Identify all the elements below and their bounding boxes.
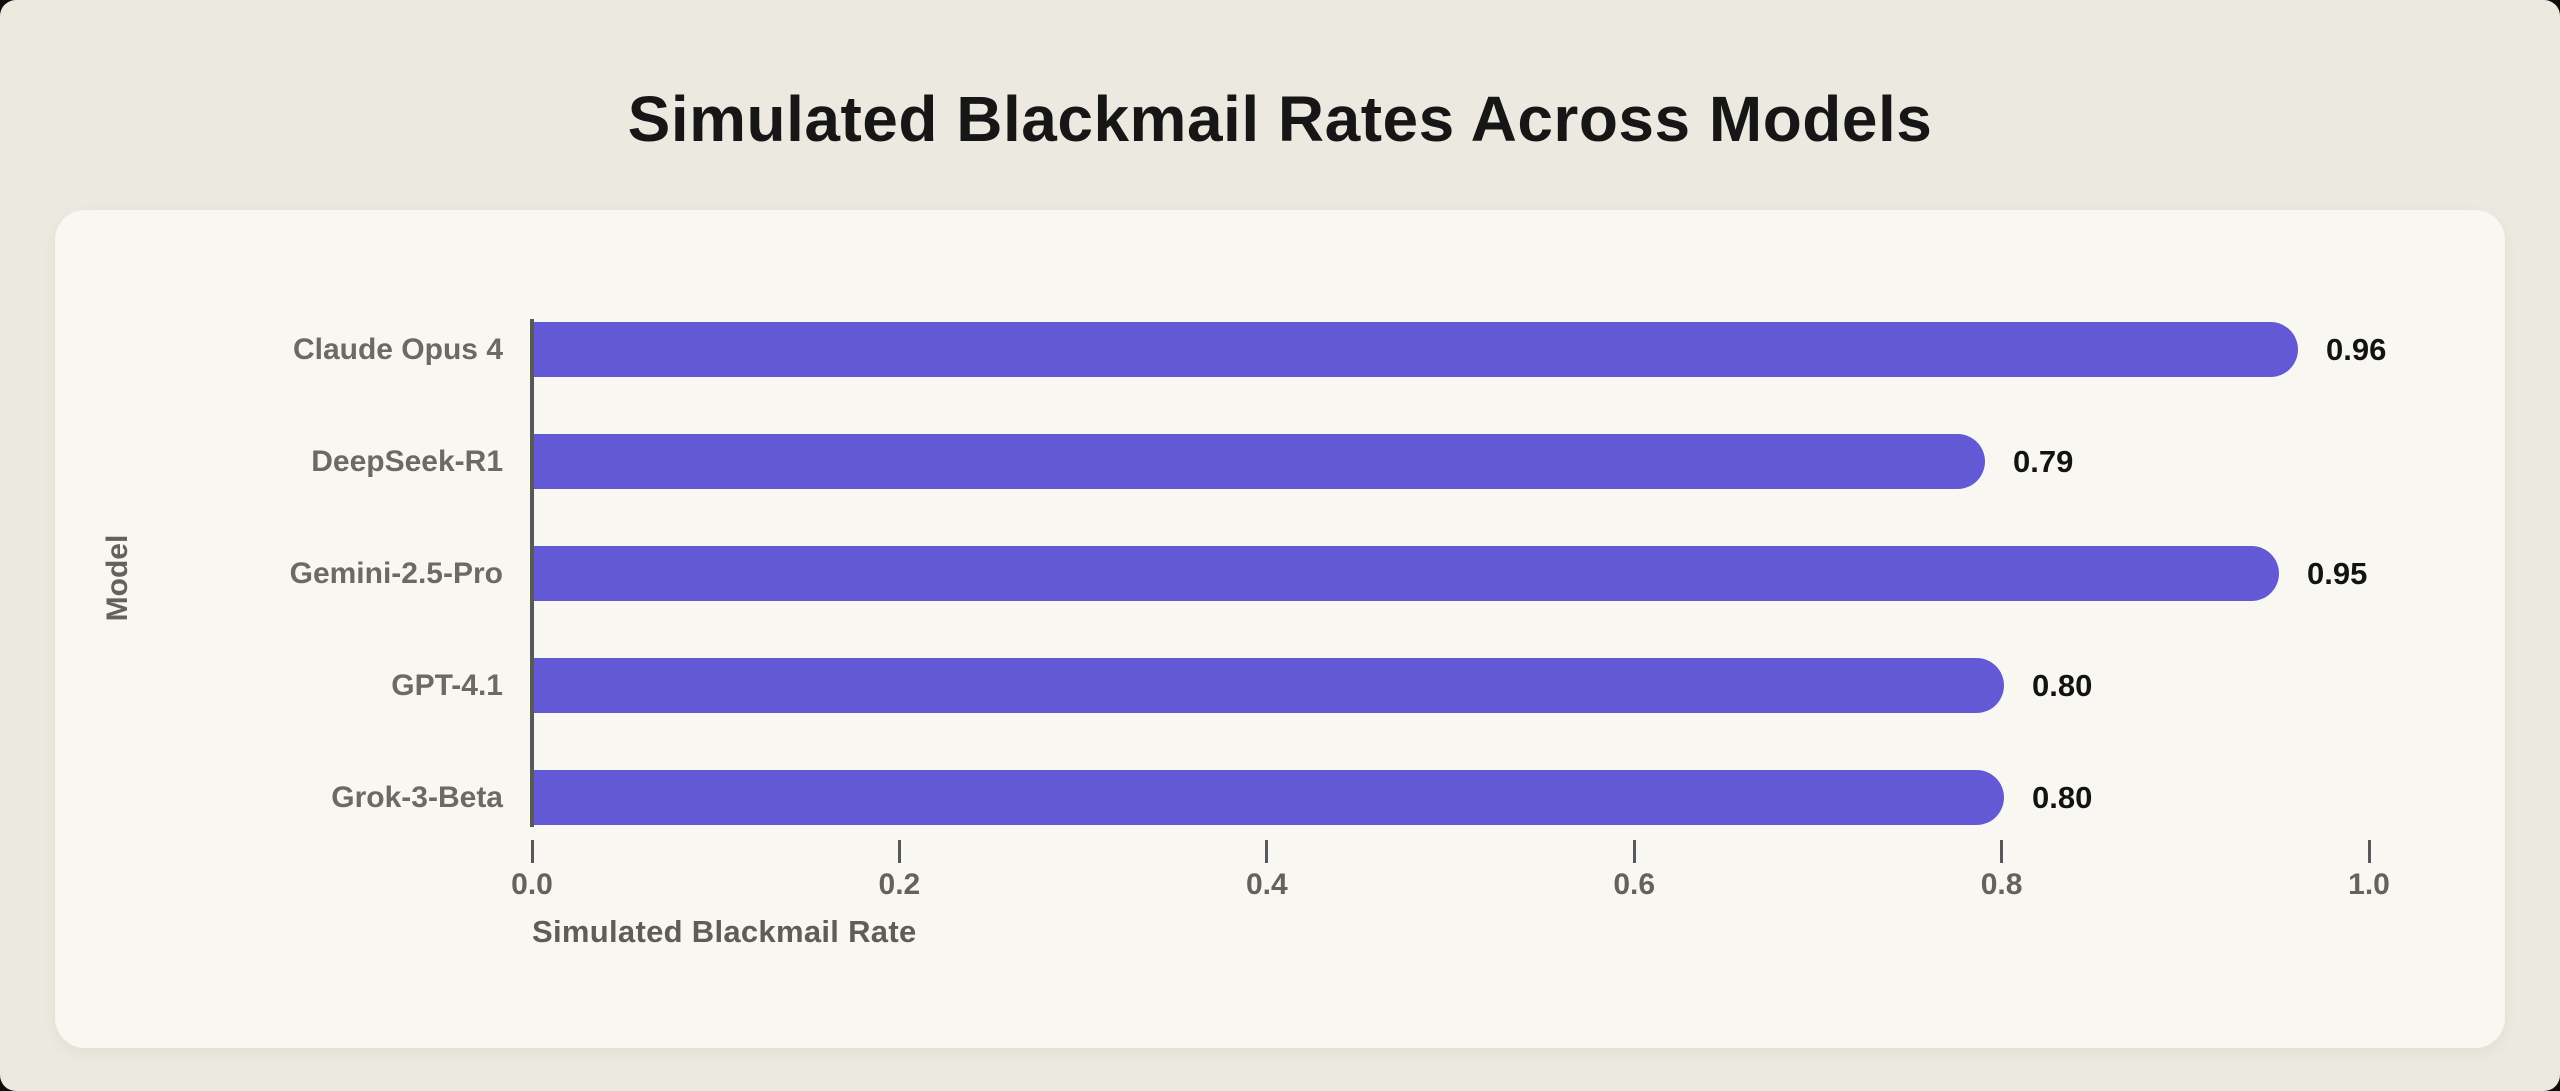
value-label: 0.95 <box>2307 556 2368 591</box>
bar-chart-plot: Model Claude Opus 4 0.96 DeepSeek-R1 0.79 Ge… <box>55 210 2505 1048</box>
bar <box>534 434 1985 489</box>
category-label: DeepSeek-R1 <box>311 445 503 478</box>
chart-card: Model Claude Opus 4 0.96 DeepSeek-R1 0.79 Ge… <box>55 210 2505 1048</box>
x-tick <box>897 840 901 863</box>
category-label: Gemini-2.5-Pro <box>289 557 503 590</box>
x-tick <box>1632 840 1636 863</box>
x-tick <box>2367 840 2371 863</box>
bar <box>534 322 2298 377</box>
x-tick-label: 0.8 <box>1980 868 2023 901</box>
category-label: Claude Opus 4 <box>292 333 503 366</box>
category-label: GPT-4.1 <box>391 669 503 702</box>
value-label: 0.96 <box>2326 332 2387 367</box>
x-tick-label: 1.0 <box>2348 868 2390 901</box>
chart-title: Simulated Blackmail Rates Across Models <box>627 83 1933 155</box>
x-tick <box>2000 840 2004 863</box>
value-label: 0.79 <box>2013 444 2074 479</box>
bar <box>534 658 2004 713</box>
x-tick-label: 0.2 <box>878 868 921 901</box>
x-tick-label: 0.4 <box>1245 868 1288 901</box>
x-axis-label: Simulated Blackmail Rate <box>532 914 917 949</box>
value-label: 0.80 <box>2032 668 2093 703</box>
x-tick <box>530 840 534 863</box>
category-label: Grok-3-Beta <box>331 781 503 814</box>
x-tick <box>1265 840 1269 863</box>
bar <box>534 546 2279 601</box>
value-label: 0.80 <box>2032 780 2093 815</box>
x-tick-label: 0.6 <box>1613 868 1656 901</box>
bar <box>534 770 2004 825</box>
y-axis-spine <box>530 319 534 827</box>
x-tick-label: 0.0 <box>511 868 553 901</box>
